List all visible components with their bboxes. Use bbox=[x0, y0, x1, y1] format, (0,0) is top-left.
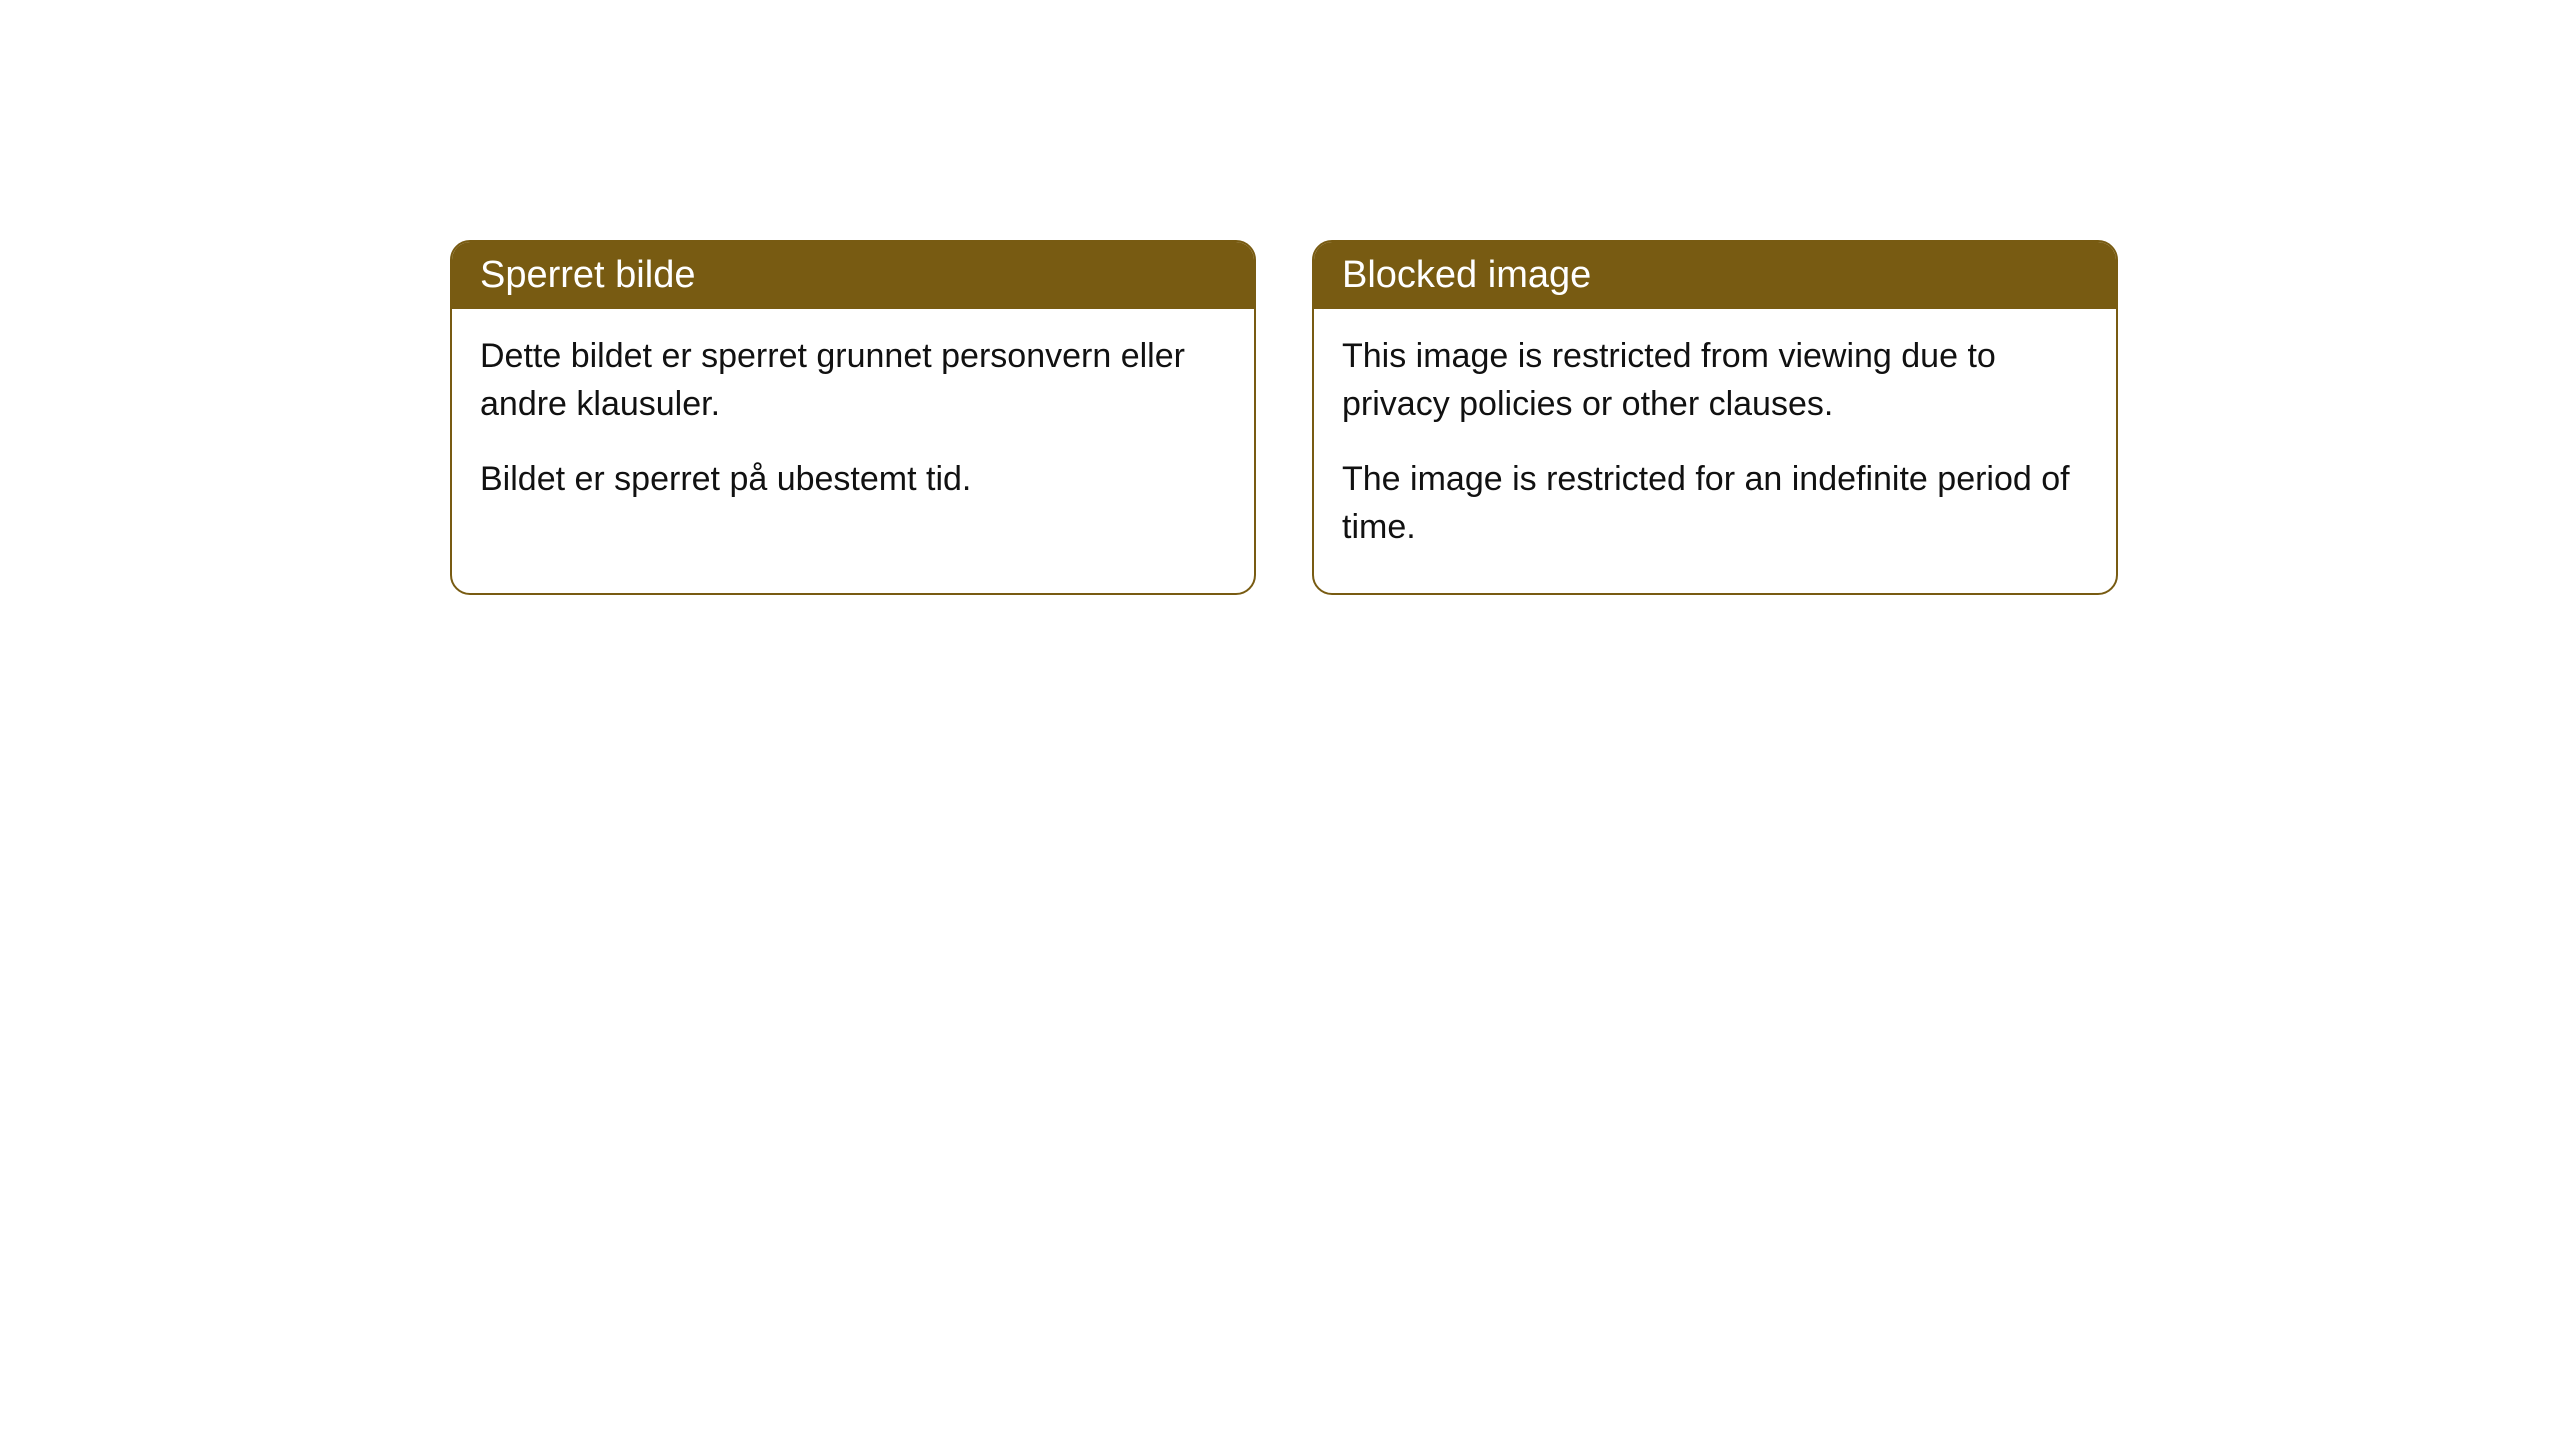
card-header-norwegian: Sperret bilde bbox=[452, 242, 1254, 309]
card-header-english: Blocked image bbox=[1314, 242, 2116, 309]
blocked-image-card-norwegian: Sperret bilde Dette bildet er sperret gr… bbox=[450, 240, 1256, 595]
card-title: Sperret bilde bbox=[480, 254, 695, 296]
card-text-paragraph: The image is restricted for an indefinit… bbox=[1342, 456, 2088, 551]
notification-cards-container: Sperret bilde Dette bildet er sperret gr… bbox=[450, 240, 2118, 595]
card-text-paragraph: Bildet er sperret på ubestemt tid. bbox=[480, 456, 1226, 504]
card-title: Blocked image bbox=[1342, 254, 1591, 296]
card-text-paragraph: Dette bildet er sperret grunnet personve… bbox=[480, 333, 1226, 428]
card-body-english: This image is restricted from viewing du… bbox=[1314, 309, 2116, 593]
blocked-image-card-english: Blocked image This image is restricted f… bbox=[1312, 240, 2118, 595]
card-text-paragraph: This image is restricted from viewing du… bbox=[1342, 333, 2088, 428]
card-body-norwegian: Dette bildet er sperret grunnet personve… bbox=[452, 309, 1254, 546]
